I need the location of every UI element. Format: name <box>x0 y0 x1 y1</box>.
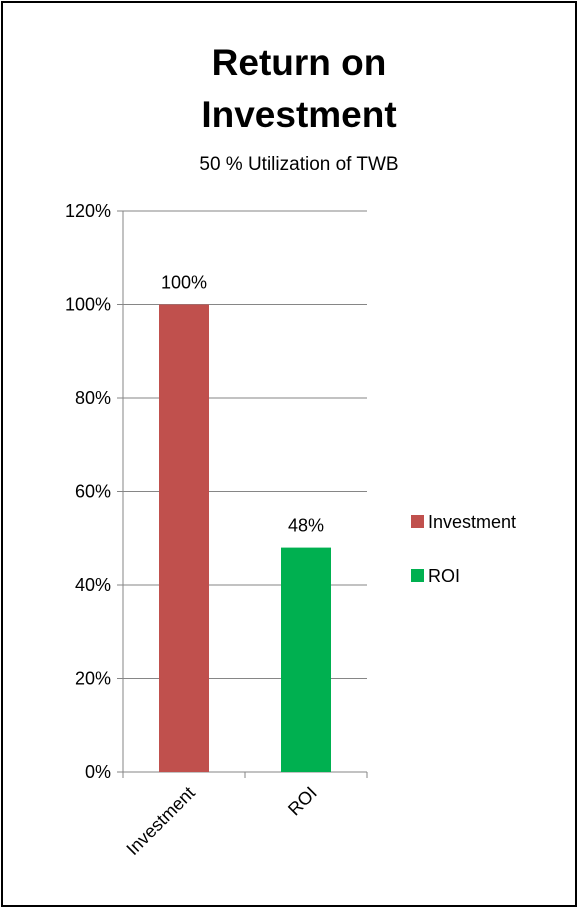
bar-investment <box>159 304 209 772</box>
y-tick-labels: 0% 20% 40% 60% 80% 100% 120% <box>65 201 111 782</box>
legend-swatch <box>411 569 424 582</box>
data-label: 100% <box>161 273 207 293</box>
axes <box>117 210 368 778</box>
chart-title-line-2: Investment <box>201 94 396 135</box>
y-tick-label: 0% <box>85 762 111 782</box>
y-tick-label: 100% <box>65 295 111 315</box>
legend-label: ROI <box>428 566 460 586</box>
y-tick-label: 60% <box>75 482 111 502</box>
y-tick-label: 80% <box>75 388 111 408</box>
x-tick-labels: Investment ROI <box>122 783 320 859</box>
y-tick-label: 20% <box>75 669 111 689</box>
legend-label: Investment <box>428 512 516 532</box>
legend: Investment ROI <box>411 512 516 586</box>
bar-roi <box>281 547 331 772</box>
data-label: 48% <box>288 516 324 536</box>
chart-title-line-1: Return on <box>212 42 387 83</box>
y-tick-label: 120% <box>65 201 111 221</box>
x-tick-label: ROI <box>284 783 321 820</box>
y-tick-label: 40% <box>75 575 111 595</box>
bars <box>159 304 331 772</box>
data-labels: 100% 48% <box>161 273 324 536</box>
chart-subtitle: 50 % Utilization of TWB <box>199 154 398 175</box>
x-tick-label: Investment <box>122 783 198 859</box>
legend-swatch <box>411 515 424 528</box>
